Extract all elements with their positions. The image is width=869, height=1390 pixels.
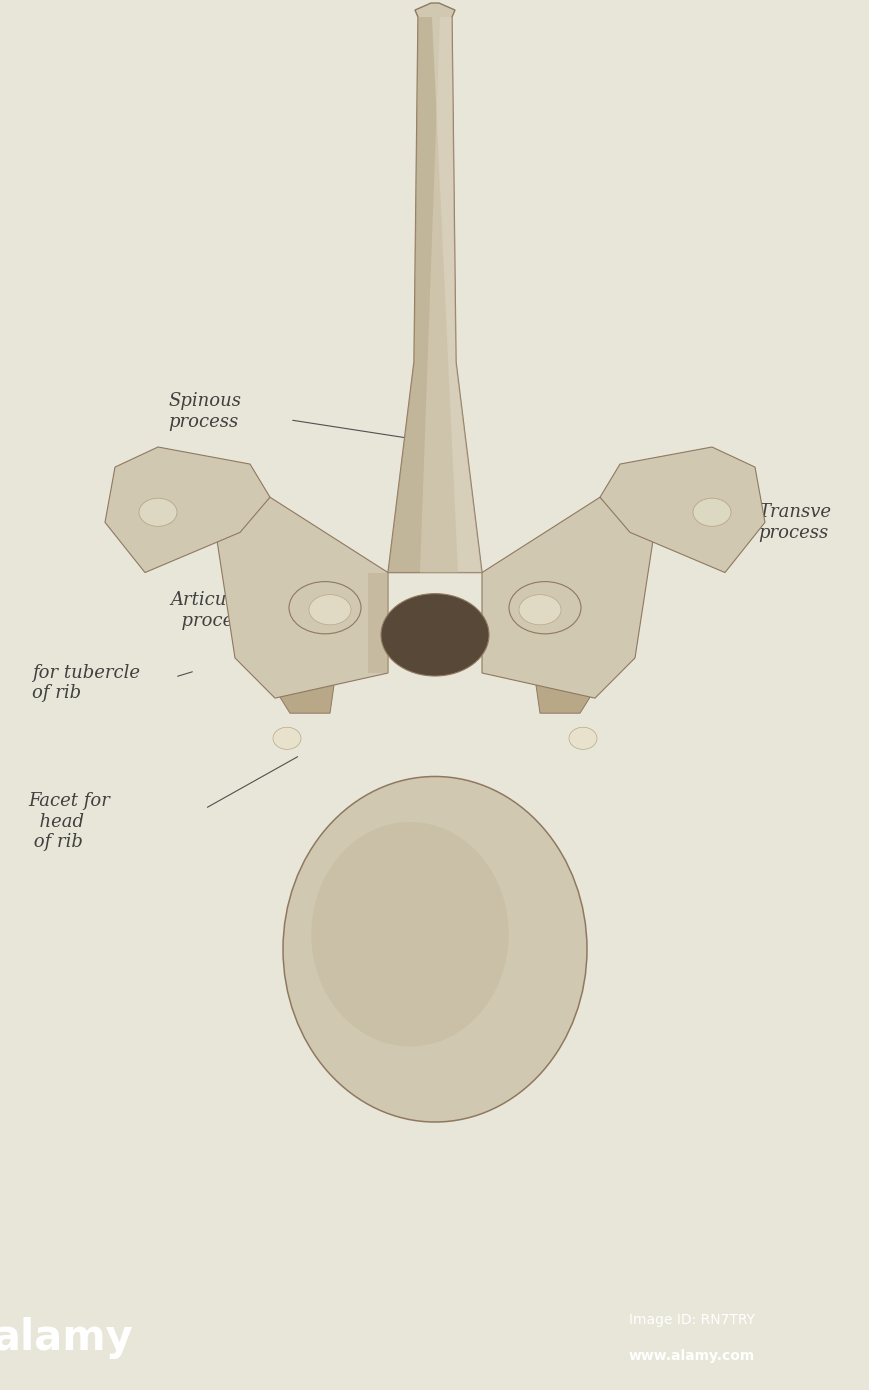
Polygon shape bbox=[215, 498, 388, 698]
Polygon shape bbox=[368, 573, 388, 673]
Ellipse shape bbox=[289, 581, 361, 634]
Ellipse shape bbox=[381, 594, 488, 676]
Ellipse shape bbox=[139, 498, 176, 527]
Text: Facet for
  head
 of rib: Facet for head of rib bbox=[28, 792, 109, 852]
Ellipse shape bbox=[311, 821, 508, 1047]
Polygon shape bbox=[534, 678, 601, 713]
Ellipse shape bbox=[568, 727, 596, 749]
Ellipse shape bbox=[693, 498, 730, 527]
Text: www.alamy.com: www.alamy.com bbox=[627, 1348, 754, 1362]
Text: Spinous
process: Spinous process bbox=[168, 392, 241, 431]
Text: for tubercle
of rib: for tubercle of rib bbox=[32, 663, 140, 702]
Polygon shape bbox=[388, 17, 457, 573]
Ellipse shape bbox=[308, 595, 350, 624]
Ellipse shape bbox=[519, 595, 561, 624]
Text: Transve
process: Transve process bbox=[757, 503, 830, 542]
Ellipse shape bbox=[273, 727, 301, 749]
Text: alamy: alamy bbox=[0, 1316, 133, 1359]
Polygon shape bbox=[105, 448, 269, 573]
Text: Articular
  process: Articular process bbox=[169, 591, 251, 630]
Polygon shape bbox=[388, 3, 481, 573]
Ellipse shape bbox=[282, 777, 587, 1122]
Polygon shape bbox=[481, 498, 654, 698]
Polygon shape bbox=[268, 678, 335, 713]
Polygon shape bbox=[420, 17, 481, 573]
Polygon shape bbox=[600, 448, 764, 573]
Ellipse shape bbox=[508, 581, 580, 634]
Text: Image ID: RN7TRY: Image ID: RN7TRY bbox=[628, 1314, 753, 1327]
